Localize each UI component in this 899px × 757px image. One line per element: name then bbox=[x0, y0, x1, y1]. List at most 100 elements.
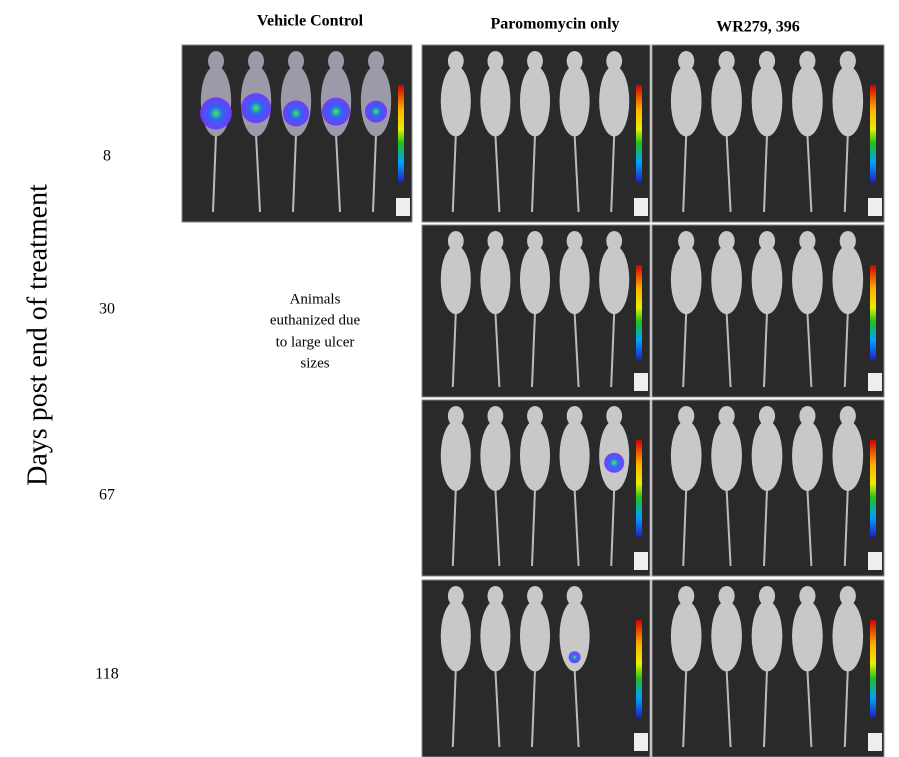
mouse-body bbox=[792, 601, 823, 672]
mouse-head bbox=[840, 406, 856, 426]
colorbar bbox=[636, 620, 642, 717]
image-panel bbox=[422, 225, 650, 397]
mouse-head bbox=[527, 231, 543, 251]
mouse-body bbox=[671, 421, 702, 491]
y-axis-label: Days post end of treatment bbox=[22, 184, 53, 486]
mouse-head bbox=[448, 586, 464, 606]
mouse-head bbox=[527, 51, 543, 71]
mouse-body bbox=[711, 601, 742, 672]
mouse-body bbox=[832, 421, 863, 491]
image-panel bbox=[652, 225, 884, 397]
mouse-head bbox=[678, 586, 694, 606]
mouse-body bbox=[792, 245, 823, 314]
mouse-body bbox=[599, 66, 629, 137]
mouse-head bbox=[487, 406, 503, 426]
mouse-body bbox=[832, 245, 863, 314]
mouse-head bbox=[799, 231, 815, 251]
note-line: Animals bbox=[290, 291, 341, 307]
mouse-head bbox=[368, 51, 384, 71]
colorbar-legend bbox=[868, 733, 882, 751]
colorbar-legend bbox=[634, 373, 648, 391]
colorbar-legend bbox=[634, 198, 648, 216]
colorbar bbox=[870, 620, 876, 717]
signal-spot bbox=[322, 98, 350, 126]
mouse-head bbox=[448, 406, 464, 426]
colorbar-legend bbox=[868, 552, 882, 570]
mouse-body bbox=[560, 66, 590, 137]
mouse-head bbox=[567, 51, 583, 71]
mouse-body bbox=[520, 421, 550, 491]
mouse-head bbox=[567, 231, 583, 251]
mouse-body bbox=[752, 601, 783, 672]
mouse-head bbox=[678, 51, 694, 71]
row-label: 30 bbox=[99, 301, 115, 318]
row-label: 8 bbox=[103, 148, 111, 165]
mouse-head bbox=[678, 231, 694, 251]
mouse-head bbox=[678, 406, 694, 426]
figure: Vehicle Control Paromomycin only WR279, … bbox=[0, 0, 899, 757]
colorbar bbox=[870, 440, 876, 537]
mouse-head bbox=[448, 51, 464, 71]
colorbar-legend bbox=[634, 552, 648, 570]
mouse-head bbox=[567, 586, 583, 606]
mouse-body bbox=[832, 66, 863, 137]
mouse-head bbox=[288, 51, 304, 71]
mouse-body bbox=[441, 601, 471, 672]
mouse-head bbox=[606, 51, 622, 71]
mouse-head bbox=[799, 51, 815, 71]
image-panel bbox=[652, 580, 884, 757]
image-panels bbox=[182, 45, 884, 757]
signal-spot bbox=[365, 101, 387, 123]
mouse-head bbox=[527, 586, 543, 606]
colorbar-legend bbox=[868, 198, 882, 216]
mouse-body bbox=[480, 245, 510, 314]
colorbar-legend bbox=[634, 733, 648, 751]
mouse-head bbox=[759, 586, 775, 606]
mouse-head bbox=[719, 231, 735, 251]
mouse-body bbox=[441, 421, 471, 491]
mouse-body bbox=[480, 66, 510, 137]
image-panel bbox=[652, 400, 884, 576]
mouse-head bbox=[248, 51, 264, 71]
colorbar bbox=[870, 85, 876, 182]
mouse-head bbox=[719, 51, 735, 71]
column-header: Vehicle Control bbox=[257, 13, 364, 30]
colorbar-legend bbox=[396, 198, 410, 216]
colorbar bbox=[636, 85, 642, 182]
mouse-head bbox=[448, 231, 464, 251]
mouse-body bbox=[792, 66, 823, 137]
mouse-body bbox=[752, 421, 783, 491]
mouse-body bbox=[599, 245, 629, 314]
column-header: WR279, 396 bbox=[716, 19, 800, 36]
mouse-head bbox=[719, 406, 735, 426]
colorbar bbox=[636, 265, 642, 360]
mouse-head bbox=[606, 231, 622, 251]
signal-spot bbox=[241, 93, 271, 123]
mouse-body bbox=[520, 601, 550, 672]
mouse-body bbox=[441, 66, 471, 137]
note-line: euthanized due bbox=[270, 312, 361, 328]
mouse-body bbox=[520, 245, 550, 314]
mouse-head bbox=[606, 406, 622, 426]
image-panel bbox=[182, 45, 412, 222]
signal-spot bbox=[283, 100, 309, 126]
mouse-body bbox=[441, 245, 471, 314]
mouse-body bbox=[711, 421, 742, 491]
mouse-body bbox=[560, 245, 590, 314]
colorbar bbox=[398, 85, 404, 182]
mouse-head bbox=[799, 406, 815, 426]
mouse-body bbox=[520, 66, 550, 137]
mouse-head bbox=[759, 51, 775, 71]
mouse-body bbox=[480, 601, 510, 672]
mouse-body bbox=[711, 245, 742, 314]
mouse-head bbox=[719, 586, 735, 606]
mouse-body bbox=[832, 601, 863, 672]
mouse-head bbox=[799, 586, 815, 606]
mouse-body bbox=[671, 245, 702, 314]
image-panel bbox=[422, 580, 650, 757]
signal-spot bbox=[569, 651, 581, 663]
note-line: sizes bbox=[300, 355, 329, 371]
mouse-head bbox=[759, 231, 775, 251]
mouse-head bbox=[208, 51, 224, 71]
image-panel bbox=[422, 400, 650, 576]
